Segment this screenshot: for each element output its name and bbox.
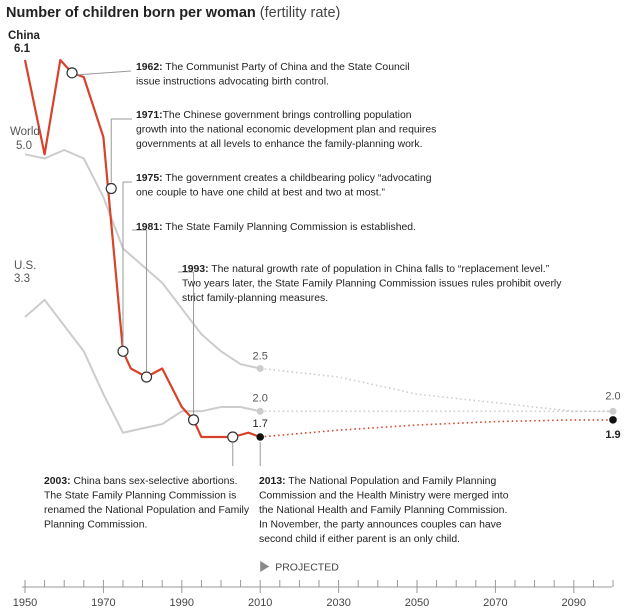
us-line [24, 298, 261, 434]
world-projected-line [260, 367, 613, 413]
annotation-line-1971-1: growth into the national economic develo… [136, 125, 436, 136]
chart-subtitle: (fertility rate) [259, 5, 341, 21]
us-2100-label: 2.0 [605, 390, 620, 402]
annotation-year-1993: 1993: [182, 264, 209, 275]
us-series-label: U.S. [14, 260, 36, 272]
us-2010-label: 2.0 [253, 392, 268, 404]
annotation-text-2003: 2003: China bans sex-selective abortions… [44, 476, 250, 531]
annotation-leader-1962 [77, 70, 132, 76]
china-2100-point [609, 416, 617, 424]
x-tick-label-1970: 1970 [91, 597, 115, 609]
world-start-value: 5.0 [16, 140, 32, 152]
annotation-line-1971-2: governments at all levels to enhance the… [136, 139, 422, 150]
chart-title: Number of children born per woman (ferti… [6, 5, 340, 21]
annotation-line-1993-1: Two years later, the State Family Planni… [182, 279, 562, 290]
annotation-marker-2003[interactable] [227, 431, 239, 443]
annotation-line-2013-0: 2013: The National Population and Family… [259, 476, 496, 487]
x-tick-label-1990: 1990 [170, 597, 194, 609]
annotation-line-2013-3: In November, the party announces couples… [259, 520, 502, 531]
china-projected-line [260, 419, 613, 438]
annotation-text-1962: 1962: The Communist Party of China and t… [136, 62, 410, 88]
china-start-value: 6.1 [14, 43, 31, 55]
annotation-year-1962: 1962: [136, 62, 163, 73]
annotation-line-2013-4: second child if either parent is an only… [259, 534, 460, 545]
projected-label: PROJECTED [275, 562, 339, 574]
annotation-line-1962-1: issue instructions advocating birth cont… [136, 77, 329, 88]
china-2010-point [256, 433, 265, 441]
us-2010-point [256, 407, 264, 415]
annotation-line-1993-0: 1993: The natural growth rate of populat… [182, 264, 550, 275]
annotation-text-1981: 1981: The State Family Planning Commissi… [136, 222, 416, 233]
annotation-text-1993: 1993: The natural growth rate of populat… [182, 264, 562, 304]
annotation-line-1975-1: one couple to have one child at best and… [136, 188, 385, 199]
annotation-text-1971: 1971:The Chinese government brings contr… [136, 110, 436, 150]
china-series-label: China [8, 30, 41, 42]
world-2010-point [256, 364, 264, 372]
annotation-marker-1993[interactable] [187, 414, 200, 426]
world-2010-label: 2.5 [253, 350, 268, 362]
annotation-year-1971: 1971: [136, 110, 163, 121]
annotation-text-2013: 2013: The National Population and Family… [259, 476, 509, 545]
world-series-label: World [10, 126, 40, 138]
annotation-line-1962-0: 1962: The Communist Party of China and t… [136, 62, 410, 73]
annotation-marker-1962[interactable] [66, 67, 78, 79]
annotation-line-1975-0: 1975: The government creates a childbear… [136, 173, 432, 184]
annotation-marker-1975[interactable] [117, 345, 129, 357]
x-tick-label-2050: 2050 [405, 597, 429, 609]
annotation-line-2013-1: Commission and the Health Ministry were … [259, 491, 509, 502]
annotation-marker-1971[interactable] [105, 182, 117, 195]
annotation-line-1971-0: 1971:The Chinese government brings contr… [136, 110, 412, 121]
annotation-year-1975: 1975: [136, 173, 163, 184]
us-start-value: 3.3 [14, 273, 30, 285]
annotation-line-2003-0: 2003: China bans sex-selective abortions… [44, 476, 238, 487]
x-tick-label-2010: 2010 [248, 597, 272, 609]
annotation-line-2003-2: renamed the National Population and Fami… [44, 505, 250, 516]
annotation-year-2003: 2003: [44, 476, 71, 487]
projected-arrow-icon [260, 561, 270, 572]
annotation-line-2003-1: The State Family Planning Commission is [44, 491, 236, 502]
annotation-line-2003-3: Planning Commission. [44, 520, 147, 531]
china-2010-label: 1.7 [253, 418, 268, 430]
x-tick-label-2070: 2070 [483, 597, 507, 609]
china-2100-label: 1.9 [605, 429, 620, 441]
annotation-line-1993-2: strict family-planning measures. [182, 293, 328, 304]
annotation-line-2013-2: the National Health and Family Planning … [259, 505, 507, 516]
annotation-year-2013: 2013: [259, 476, 286, 487]
world-line [24, 148, 261, 370]
annotation-year-1981: 1981: [136, 222, 163, 233]
chart-title-main: Number of children born per woman [6, 5, 256, 21]
world-us-2100-point [609, 407, 617, 415]
x-tick-label-2030: 2030 [326, 597, 350, 609]
x-tick-label-2090: 2090 [562, 597, 586, 609]
annotation-line-1981-0: 1981: The State Family Planning Commissi… [136, 222, 416, 233]
annotation-text-1975: 1975: The government creates a childbear… [136, 173, 432, 199]
x-tick-label-1950: 1950 [13, 597, 37, 609]
annotation-marker-1981[interactable] [140, 371, 153, 383]
